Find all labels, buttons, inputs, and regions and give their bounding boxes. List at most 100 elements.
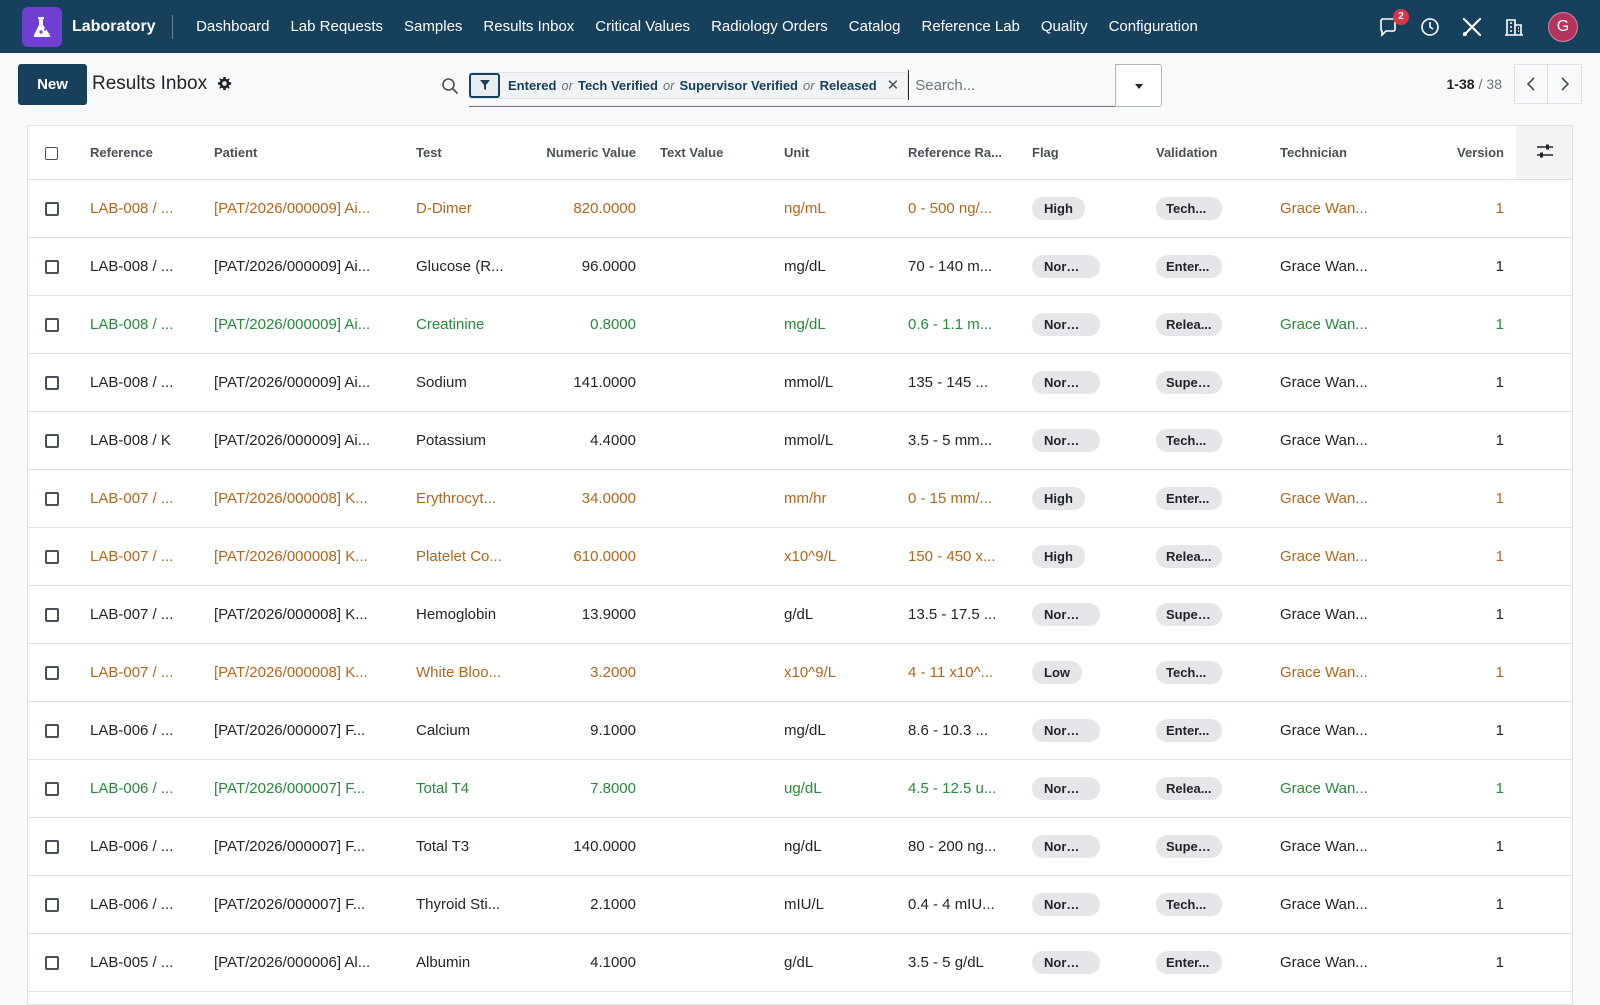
nav-item[interactable]: Quality bbox=[1040, 18, 1088, 35]
cell-unit[interactable]: ug/dL bbox=[772, 759, 896, 818]
cell-flag[interactable]: High bbox=[1020, 527, 1144, 586]
nav-item[interactable]: Results Inbox bbox=[483, 18, 575, 35]
cell-flag[interactable]: Normal bbox=[1020, 353, 1144, 412]
cell-test[interactable]: D-Dimer bbox=[404, 179, 524, 238]
select-all-checkbox[interactable] bbox=[45, 146, 58, 160]
close-icon[interactable]: ✕ bbox=[886, 77, 900, 94]
cell-reference[interactable]: LAB-007 / ... bbox=[78, 469, 202, 528]
new-button[interactable]: New bbox=[18, 64, 87, 105]
cell-version[interactable]: 1 bbox=[1392, 295, 1516, 354]
table-row[interactable]: LAB-006 / ... [PAT/2026/000007] F... Thyro… bbox=[28, 875, 1572, 934]
cell-reference-range[interactable]: 0 - 500 ng/... bbox=[896, 179, 1020, 238]
cell-flag[interactable]: Normal bbox=[1020, 295, 1144, 354]
cell-version[interactable]: 1 bbox=[1392, 179, 1516, 238]
column-header-flag[interactable]: Flag bbox=[1020, 126, 1144, 180]
column-header-validation[interactable]: Validation bbox=[1144, 126, 1268, 180]
cell-reference-range[interactable]: 0 - 15 mm/... bbox=[896, 469, 1020, 528]
cell-reference[interactable]: LAB-008 / ... bbox=[78, 179, 202, 238]
cell-patient[interactable]: [PAT/2026/000008] K... bbox=[202, 643, 404, 702]
cell-test[interactable]: Total T4 bbox=[404, 759, 524, 818]
cell-unit[interactable]: mg/dL bbox=[772, 237, 896, 296]
cell-version[interactable]: 1 bbox=[1392, 353, 1516, 412]
clock-icon[interactable] bbox=[1418, 15, 1442, 39]
cell-version[interactable]: 1 bbox=[1392, 469, 1516, 528]
row-checkbox[interactable] bbox=[45, 317, 59, 332]
cell-unit[interactable]: g/dL bbox=[772, 933, 896, 992]
row-checkbox[interactable] bbox=[45, 433, 59, 448]
table-row[interactable]: LAB-006 / ... [PAT/2026/000007] F... Total… bbox=[28, 817, 1572, 876]
cell-text-value[interactable] bbox=[648, 527, 772, 586]
cell-patient[interactable]: [PAT/2026/000007] F... bbox=[202, 875, 404, 934]
cell-reference[interactable]: LAB-008 / ... bbox=[78, 295, 202, 354]
nav-item[interactable]: Dashboard bbox=[196, 18, 270, 35]
column-header-unit[interactable]: Unit bbox=[772, 126, 896, 180]
cell-text-value[interactable] bbox=[648, 237, 772, 296]
cell-validation[interactable]: Relea... bbox=[1144, 295, 1268, 354]
cell-text-value[interactable] bbox=[648, 875, 772, 934]
cell-test[interactable]: Calcium bbox=[404, 701, 524, 760]
cell-text-value[interactable] bbox=[648, 179, 772, 238]
cell-reference-range[interactable]: 0.4 - 4 mIU... bbox=[896, 875, 1020, 934]
cell-reference[interactable]: LAB-008 / ... bbox=[78, 237, 202, 296]
cell-unit[interactable]: x10^9/L bbox=[772, 643, 896, 702]
cell-test[interactable]: Albumin bbox=[404, 933, 524, 992]
table-row[interactable]: LAB-007 / ... [PAT/2026/000008] K... Eryth… bbox=[28, 469, 1572, 528]
cell-validation[interactable]: Tech... bbox=[1144, 179, 1268, 238]
cell-technician[interactable]: Grace Wan... bbox=[1268, 179, 1392, 238]
cell-reference-range[interactable]: 4.5 - 12.5 u... bbox=[896, 759, 1020, 818]
table-row[interactable]: LAB-008 / ... [PAT/2026/000009] Ai... Crea… bbox=[28, 295, 1572, 354]
column-header-reference-range[interactable]: Reference Ra... bbox=[896, 126, 1020, 180]
cell-version[interactable]: 1 bbox=[1392, 875, 1516, 934]
laboratory-app-icon[interactable] bbox=[22, 6, 62, 47]
row-checkbox[interactable] bbox=[45, 375, 59, 390]
cell-test[interactable]: Glucose (R... bbox=[404, 237, 524, 296]
cell-unit[interactable]: ng/dL bbox=[772, 817, 896, 876]
cell-text-value[interactable] bbox=[648, 585, 772, 644]
cell-text-value[interactable] bbox=[648, 817, 772, 876]
cell-unit[interactable]: mIU/L bbox=[772, 875, 896, 934]
search-input[interactable] bbox=[908, 70, 1115, 100]
cell-version[interactable]: 1 bbox=[1392, 933, 1516, 992]
cell-unit[interactable]: mmol/L bbox=[772, 411, 896, 470]
cell-flag[interactable]: Normal bbox=[1020, 817, 1144, 876]
cell-test[interactable]: Potassium bbox=[404, 411, 524, 470]
cell-flag[interactable]: Normal bbox=[1020, 237, 1144, 296]
column-header-reference[interactable]: Reference bbox=[78, 126, 202, 180]
cell-text-value[interactable] bbox=[648, 469, 772, 528]
cell-patient[interactable]: [PAT/2026/000009] Ai... bbox=[202, 295, 404, 354]
cell-patient[interactable]: [PAT/2026/000006] Al... bbox=[202, 933, 404, 992]
cell-test[interactable]: Total T3 bbox=[404, 817, 524, 876]
cell-patient[interactable]: [PAT/2026/000009] Ai... bbox=[202, 237, 404, 296]
row-checkbox[interactable] bbox=[45, 955, 59, 970]
row-checkbox[interactable] bbox=[45, 781, 59, 796]
building-icon[interactable] bbox=[1502, 15, 1526, 39]
table-row[interactable]: LAB-007 / ... [PAT/2026/000008] K... White… bbox=[28, 643, 1572, 702]
cell-unit[interactable]: mmol/L bbox=[772, 353, 896, 412]
cell-text-value[interactable] bbox=[648, 759, 772, 818]
cell-technician[interactable]: Grace Wan... bbox=[1268, 527, 1392, 586]
pager-previous-button[interactable] bbox=[1514, 64, 1548, 104]
row-checkbox[interactable] bbox=[45, 723, 59, 738]
cell-numeric-value[interactable]: 4.1000 bbox=[524, 933, 648, 992]
cell-patient[interactable]: [PAT/2026/000008] K... bbox=[202, 527, 404, 586]
cell-numeric-value[interactable]: 96.0000 bbox=[524, 237, 648, 296]
cell-test[interactable]: Erythrocyt... bbox=[404, 469, 524, 528]
column-header-technician[interactable]: Technician bbox=[1268, 126, 1392, 180]
cell-validation[interactable]: Enter... bbox=[1144, 469, 1268, 528]
cell-numeric-value[interactable]: 610.0000 bbox=[524, 527, 648, 586]
cell-reference-range[interactable]: 3.5 - 5 g/dL bbox=[896, 933, 1020, 992]
user-avatar[interactable]: G bbox=[1548, 11, 1578, 42]
cell-reference-range[interactable]: 150 - 450 x... bbox=[896, 527, 1020, 586]
filter-facet[interactable]: Entered or Tech Verified or Supervisor V… bbox=[469, 71, 909, 99]
table-row[interactable]: LAB-006 / ... [PAT/2026/000007] F... Calci… bbox=[28, 701, 1572, 760]
nav-item[interactable]: Catalog bbox=[848, 18, 901, 35]
nav-item[interactable]: Samples bbox=[404, 18, 463, 35]
cell-technician[interactable]: Grace Wan... bbox=[1268, 237, 1392, 296]
cell-reference[interactable]: LAB-007 / ... bbox=[78, 643, 202, 702]
cell-numeric-value[interactable]: 0.8000 bbox=[524, 295, 648, 354]
table-row[interactable]: LAB-008 / ... [PAT/2026/000009] Ai... Gluc… bbox=[28, 237, 1572, 296]
cell-version[interactable]: 1 bbox=[1392, 411, 1516, 470]
cell-patient[interactable]: [PAT/2026/000009] Ai... bbox=[202, 353, 404, 412]
cell-version[interactable]: 1 bbox=[1392, 817, 1516, 876]
cell-technician[interactable]: Grace Wan... bbox=[1268, 759, 1392, 818]
